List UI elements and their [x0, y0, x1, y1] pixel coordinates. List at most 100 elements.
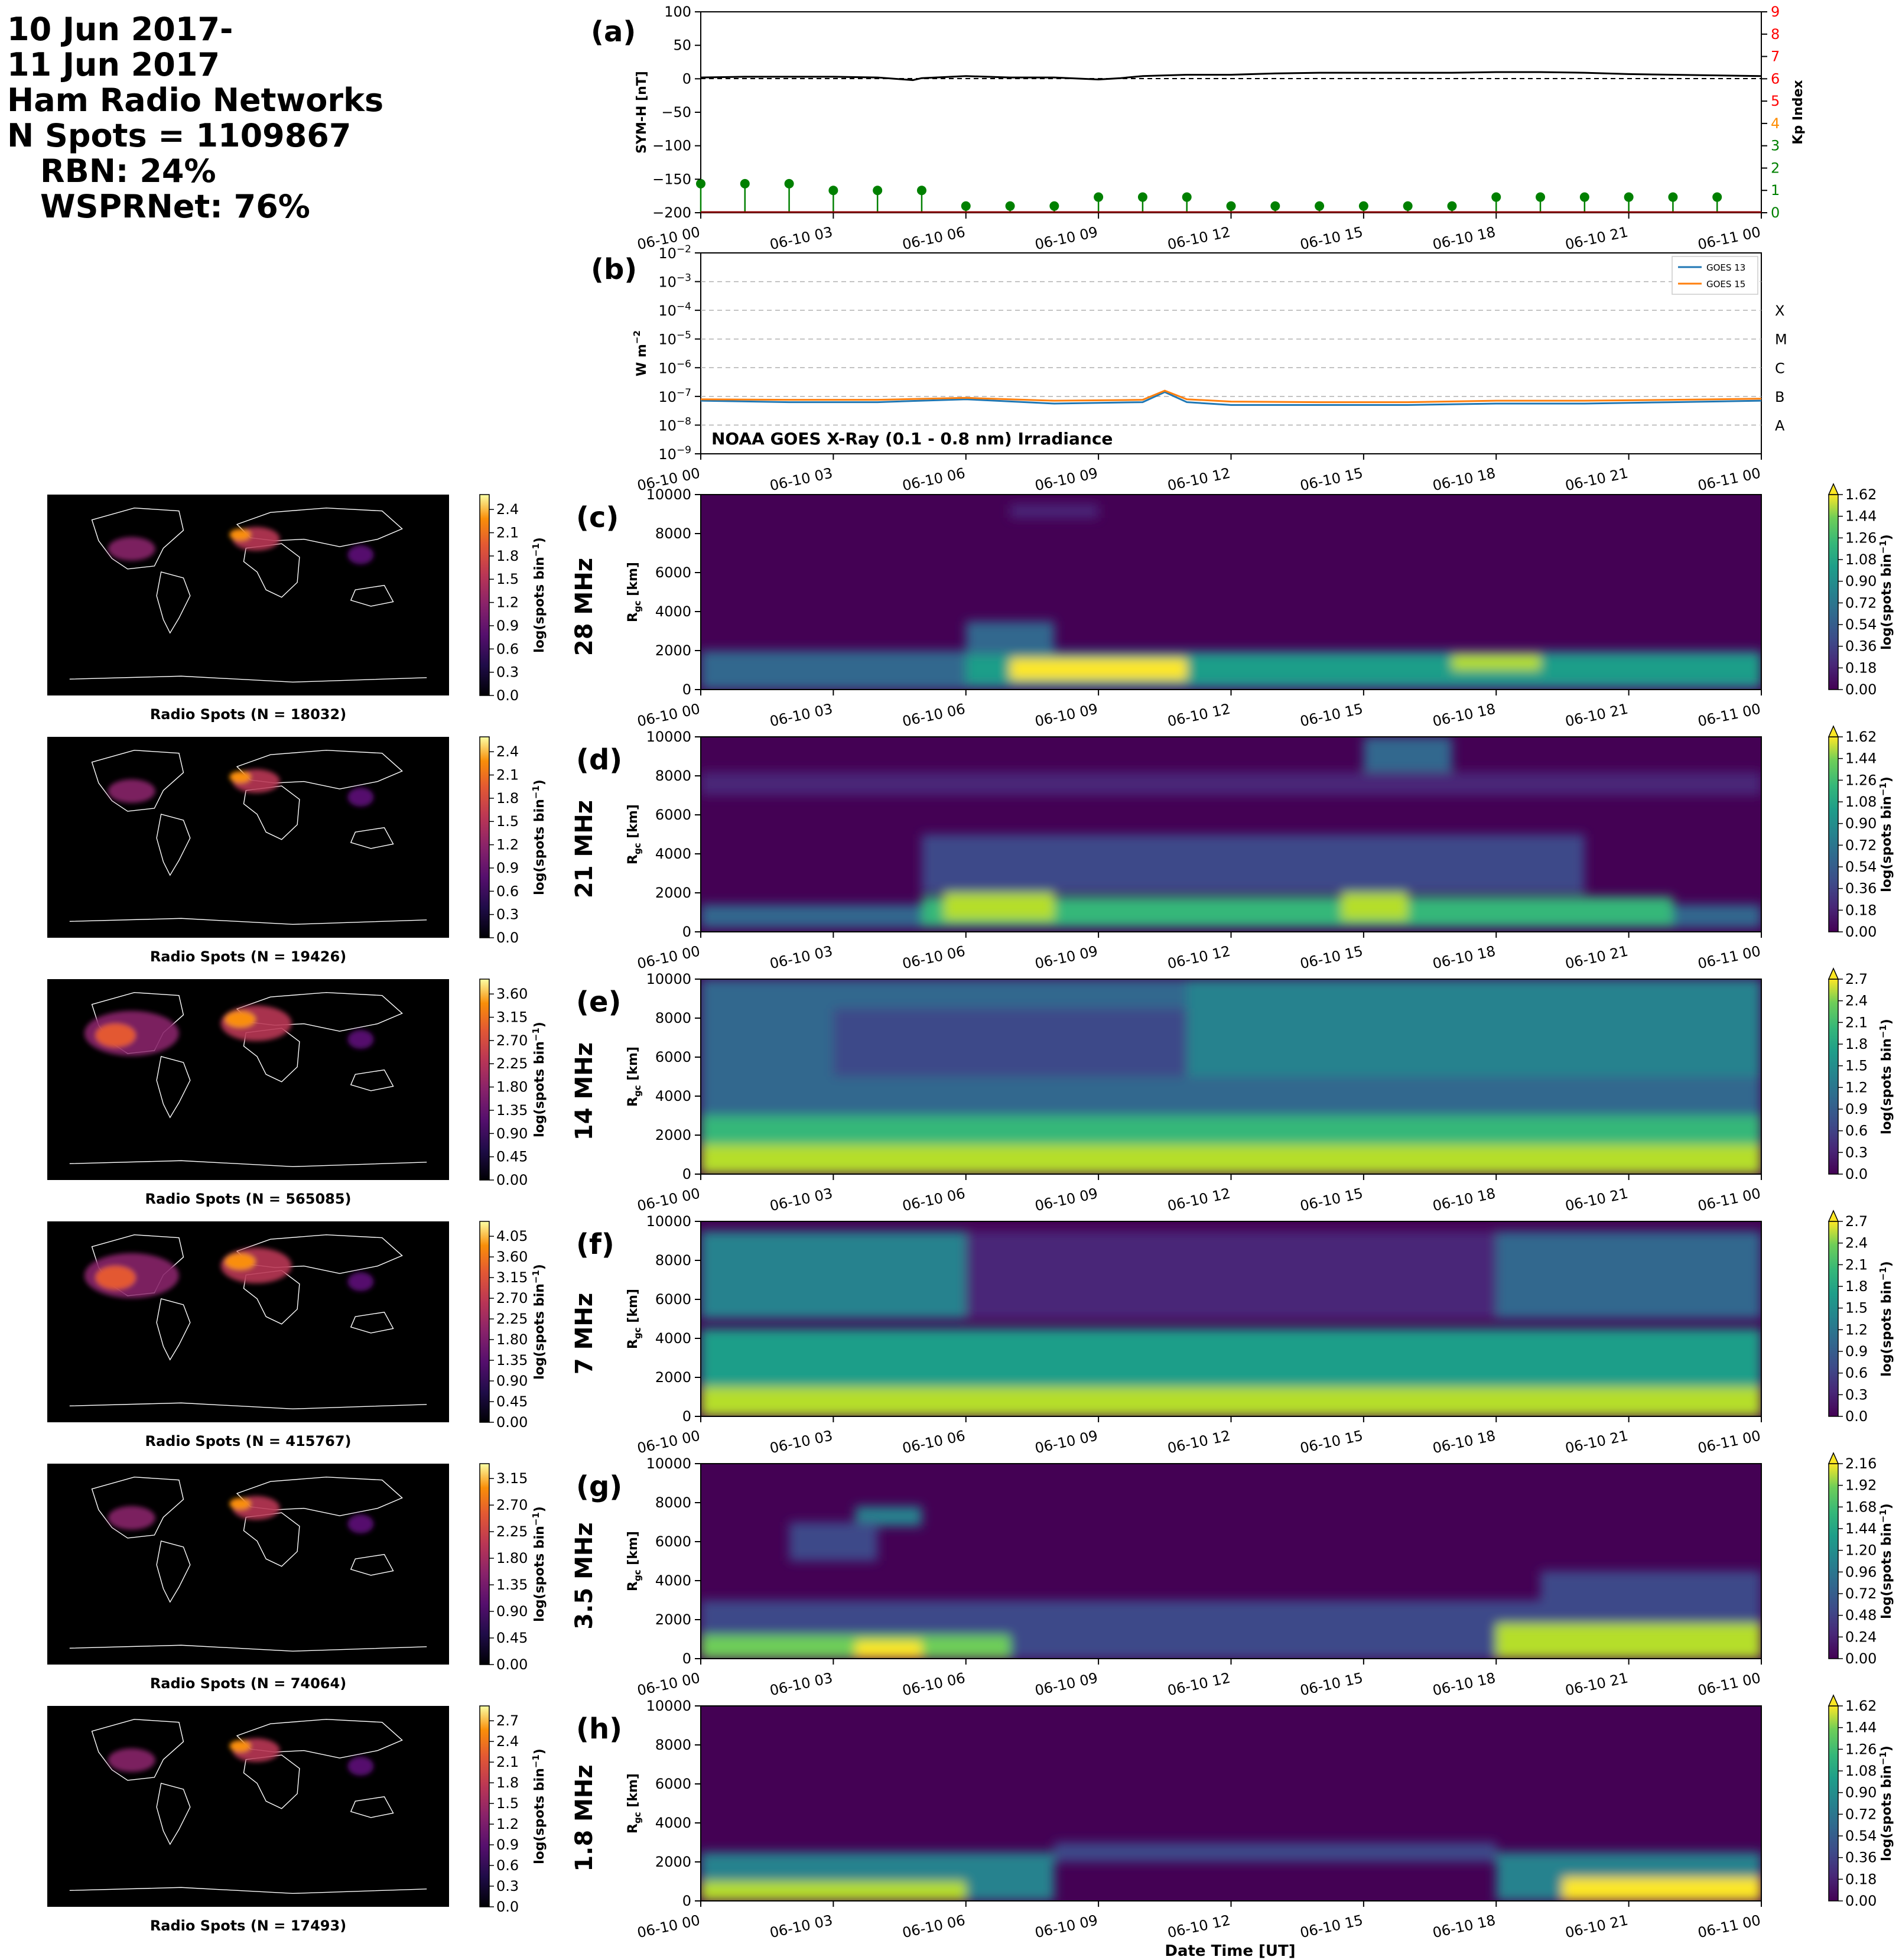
panel-d-xtick-label: 06-11 00: [1696, 942, 1762, 972]
heatmap-cell: [1186, 979, 1761, 1077]
symh-ytick-label: 0: [682, 70, 691, 87]
map-colorbar-label: log(spots bin−1): [531, 1022, 547, 1137]
map-colorbar-tick-label: 1.80: [496, 1331, 528, 1348]
panel-d-label: (d): [576, 743, 622, 776]
panel-c-xtick-label: 06-10 03: [768, 700, 834, 730]
range-ytick-label: 2000: [655, 1127, 691, 1143]
map-title: Radio Spots (N = 565085): [145, 1191, 351, 1207]
map-title: Radio Spots (N = 74064): [150, 1675, 346, 1692]
range-ytick-label: 4000: [655, 1815, 691, 1831]
panel-b-xtick-label: 06-10 09: [1033, 464, 1099, 494]
map-colorbar-tick-label: 4.05: [496, 1228, 528, 1244]
panel-g-label: (g): [576, 1470, 622, 1503]
kp-marker: [1094, 192, 1104, 202]
kp-ytick-label: 4: [1771, 115, 1780, 132]
kp-marker: [916, 186, 926, 196]
panel-a-xtick-label: 06-10 21: [1564, 223, 1630, 253]
map-colorbar-tick-label: 0.00: [496, 1414, 528, 1431]
range-axis-label: Rgc [km]: [626, 1531, 643, 1591]
panel-f-xtick-label: 06-10 03: [768, 1427, 834, 1457]
range-axis-label: Rgc [km]: [626, 804, 643, 864]
x-axis-label: Date Time [UT]: [1165, 1942, 1295, 1960]
map-colorbar-tick-label: 1.80: [496, 1550, 528, 1566]
panel-g-xtick-label: 06-10 21: [1564, 1669, 1630, 1699]
panel-f: 0 2000 4000 6000 8000 10000 06-10 00 06-10 03 06…: [47, 1210, 1894, 1457]
panel-c-xtick-label: 06-10 12: [1166, 700, 1231, 730]
colorbar-tick-label: 0.00: [1845, 1650, 1877, 1667]
kp-axis-label: Kp Index: [1791, 80, 1806, 144]
map-colorbar-tick-label: 0.45: [496, 1149, 528, 1165]
heatmap-cell: [701, 1387, 1761, 1416]
map-colorbar-tick-label: 0.6: [496, 641, 519, 657]
colorbar-label: log(spots bin−1): [1878, 534, 1894, 650]
panel-a-xtick-label: 06-10 03: [768, 223, 834, 253]
density-north-america-core: [95, 1023, 136, 1048]
map-colorbar-tick-label: 0.45: [496, 1393, 528, 1410]
panel-e-xtick-label: 06-10 09: [1033, 1185, 1099, 1214]
colorbar-tick-label: 1.5: [1845, 1300, 1868, 1317]
coastline: [157, 1783, 190, 1844]
coastline: [351, 1312, 394, 1333]
heatmap-cells: [701, 737, 1761, 928]
panel-b-xtick-label: 06-10 06: [901, 464, 967, 494]
panel-d-xtick-label: 06-10 21: [1564, 942, 1630, 972]
legend-box: [1672, 256, 1758, 295]
range-ytick-label: 6000: [655, 1291, 691, 1308]
coastline: [243, 1028, 299, 1082]
spot-density: [84, 1005, 374, 1056]
colorbar-tick-label: 1.68: [1845, 1499, 1877, 1515]
kp-ytick-label: 5: [1771, 93, 1780, 109]
panel-g: 0 2000 4000 6000 8000 10000 06-10 00 06-10 03 06…: [47, 1452, 1894, 1699]
kp-marker: [1668, 192, 1678, 202]
coastline: [243, 1513, 299, 1566]
colorbar-tick-label: 0.00: [1845, 1893, 1877, 1909]
heatmap-cells: [701, 1842, 1761, 1901]
range-ytick-label: 2000: [655, 1854, 691, 1870]
kp-marker: [1049, 201, 1059, 211]
goes15-series-line: [700, 389, 1762, 404]
coastline: [351, 586, 394, 606]
colorbar-tick-label: 1.5: [1845, 1058, 1868, 1074]
heatmap-cell: [833, 1008, 1187, 1077]
heatmap-cells: [701, 504, 1761, 690]
density-asia: [347, 1514, 374, 1533]
map-colorbar-tick-label: 2.70: [496, 1032, 528, 1049]
panel-f-xtick-label: 06-10 06: [901, 1427, 967, 1457]
spot-map: 0.0 0.3 0.6 0.9 1.2 1.5 1.8 2.1 2.4 log(spots bin…: [47, 736, 547, 965]
kp-marker: [1491, 192, 1501, 202]
panel-f-label: (f): [576, 1228, 614, 1261]
range-ytick-label: 4000: [655, 846, 691, 862]
map-colorbar-tick-label: 1.2: [496, 1816, 519, 1832]
map-colorbar-tick-label: 0.9: [496, 617, 519, 634]
irradiance-y-ticks: 10−2 10−3 10−4 10−5 10−6 10−7 10−8 10−9: [658, 243, 701, 463]
range-ytick-label: 10000: [646, 729, 691, 745]
colorbar-tick-label: 1.62: [1845, 486, 1877, 503]
map-colorbar: [479, 736, 490, 938]
heatmap-cell: [921, 834, 1585, 893]
range-ytick-label: 0: [682, 1893, 691, 1909]
colorbar: [1828, 494, 1839, 690]
panel-d: 0 2000 4000 6000 8000 10000 06-10 00 06-10 03 06…: [47, 725, 1894, 972]
colorbar-extend-arrow: [1828, 967, 1839, 980]
map-colorbar-tick-label: 2.7: [496, 1712, 519, 1729]
range-ytick-label: 10000: [646, 971, 691, 987]
symh-ytick-label: 50: [673, 37, 691, 54]
symh-ytick-label: −200: [652, 204, 691, 221]
goes-legend: GOES 13 GOES 15: [1672, 256, 1758, 295]
range-ytick-label: 10000: [646, 1455, 691, 1472]
panel-f-xtick-label: 06-10 15: [1299, 1427, 1364, 1457]
panel-h-xtick-label: 06-11 00: [1696, 1912, 1762, 1941]
kp-marker: [1182, 192, 1192, 202]
colorbar-label: log(spots bin−1): [1878, 1261, 1894, 1377]
colorbar-tick-label: 0.3: [1845, 1386, 1868, 1403]
panel-e-xtick-label: 06-11 00: [1696, 1185, 1762, 1214]
spot-density: [108, 1496, 374, 1533]
colorbar-tick-label: 0.9: [1845, 1101, 1868, 1117]
kp-y-ticks: 0 1 2 3 4 5 6 7 8 9: [1761, 4, 1780, 221]
colorbar-extend-arrow: [1828, 483, 1839, 495]
spot-density: [108, 526, 374, 564]
colorbar-tick-label: 1.8: [1845, 1278, 1868, 1295]
colorbar-tick-label: 0.36: [1845, 638, 1877, 655]
range-ytick-label: 10000: [646, 1698, 691, 1714]
range-ytick-label: 10000: [646, 486, 691, 503]
